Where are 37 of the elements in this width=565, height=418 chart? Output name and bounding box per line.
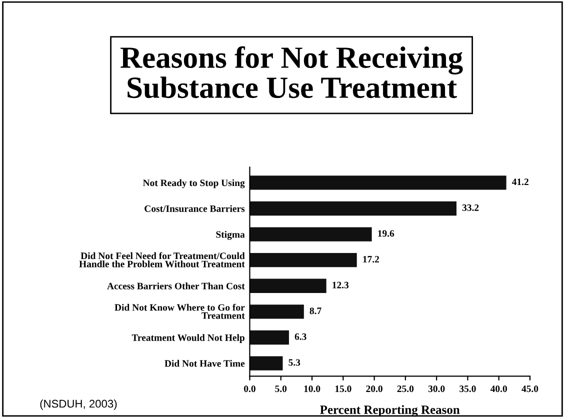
x-tick-label: 0.0 [244, 386, 256, 392]
chart-title: Reasons for Not Receiving Substance Use Treatment [120, 46, 463, 98]
x-tick-label: 35.0 [460, 386, 476, 392]
bar [250, 201, 456, 216]
x-tick-label: 20.0 [366, 386, 382, 392]
y-tick-label: Stigma [216, 230, 245, 240]
data-label: 41.2 [512, 178, 528, 186]
x-axis-title: Percent Reporting Reason [320, 405, 460, 417]
y-tick-label: Not Ready to Stop Using [142, 179, 245, 188]
y-tick-label: Did Not Feel Need for Treatment/Could Handle the Problem Without Treatment [79, 252, 245, 268]
y-tick-label: Treatment Would Not Help [132, 334, 244, 343]
data-label: 8.7 [310, 308, 322, 314]
x-tick-label: 30.0 [428, 386, 445, 392]
y-tick-label: Did Not Know Where to Go for Treatment [114, 304, 245, 319]
data-label: 17.2 [363, 256, 379, 263]
y-tick-label: Did Not Have Time [164, 360, 245, 367]
x-tick-label: 40.0 [490, 386, 507, 392]
bar [250, 176, 506, 190]
x-tick-label: 25.0 [397, 386, 414, 392]
data-label: 6.3 [294, 333, 306, 340]
bar [250, 278, 326, 293]
bar [250, 252, 357, 268]
bar [250, 227, 372, 242]
x-tick-label: 5.0 [275, 386, 287, 392]
x-tick-label: 15.0 [335, 386, 352, 392]
text: (NSDUH, 2003) [40, 400, 117, 410]
data-label: 19.6 [378, 230, 394, 237]
data-label: 12.3 [332, 282, 349, 288]
bar [250, 330, 289, 345]
y-tick-label: Cost/Insurance Barriers [144, 205, 245, 212]
x-tick-label: 45.0 [522, 386, 538, 392]
bar [250, 356, 283, 370]
x-tick-label: 10.0 [304, 386, 320, 392]
data-label: 5.3 [288, 359, 300, 366]
data-label: 33.2 [462, 204, 479, 211]
y-tick-label: Access Barriers Other Than Cost [107, 282, 245, 290]
bar [250, 304, 304, 319]
